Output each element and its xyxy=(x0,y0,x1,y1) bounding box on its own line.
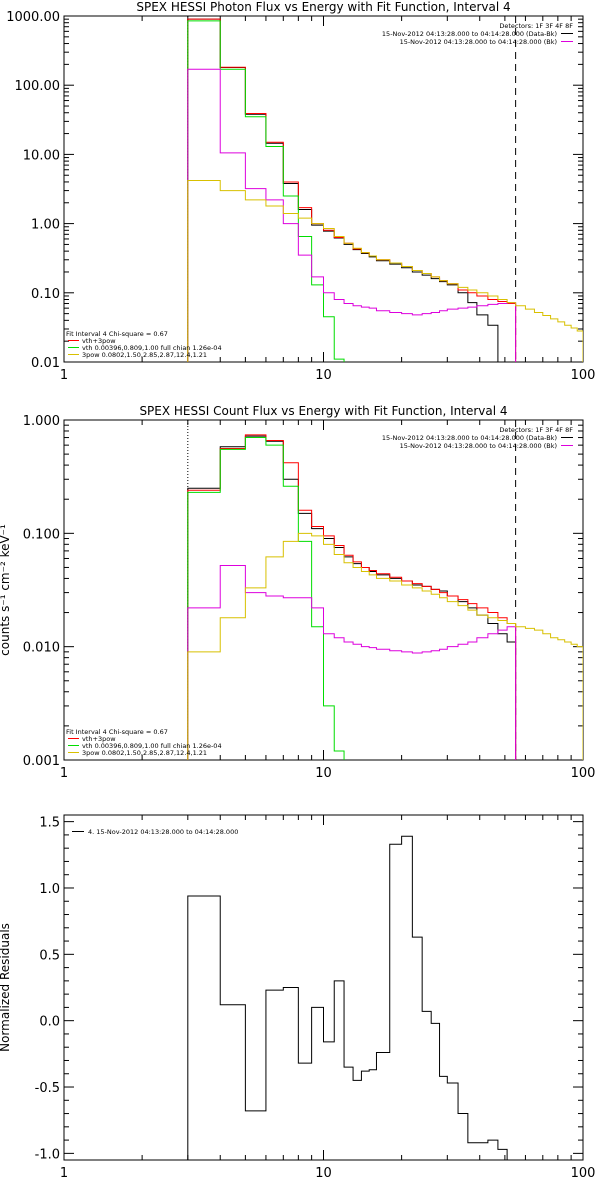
legend-entry: vth 0.00396,0.809,1.00 full chian 1.26e-… xyxy=(82,344,222,352)
x-tick-label: 1 xyxy=(60,766,68,781)
legend-entry: Fit Interval 4 Chi-square = 0.67 xyxy=(66,728,168,736)
x-tick-label: 1 xyxy=(60,1166,68,1181)
y-tick-label: 0.0 xyxy=(39,1015,60,1030)
data-series-1 xyxy=(187,435,517,760)
legend-entry: vth+3pow xyxy=(82,337,116,345)
data-series-3 xyxy=(187,20,345,362)
legend-entry: 15-Nov-2012 04:13:28.000 to 04:14:28.000… xyxy=(382,30,557,38)
legend-entry: 3pow 0.0802,1.50,2.85,2.87,12.4,1.21 xyxy=(82,351,207,359)
x-tick-label: 100 xyxy=(571,1166,596,1181)
data-series-1 xyxy=(187,835,517,1160)
legend-entry: Detectors: 1F 3F 4F 8F xyxy=(499,426,573,434)
legend-entry: 15-Nov-2012 04:13:28.000 to 04:14:28.000… xyxy=(400,38,557,46)
x-tick-label: 10 xyxy=(315,368,332,383)
x-tick-label: 10 xyxy=(315,1166,332,1181)
data-series-3 xyxy=(187,437,345,760)
data-series-4 xyxy=(187,68,517,362)
y-tick-label: 0.010 xyxy=(23,641,60,656)
y-tick-label: 0.100 xyxy=(23,527,60,542)
chart-title: SPEX HESSI Count Flux vs Energy with Fit… xyxy=(139,404,507,418)
plot-frame xyxy=(63,419,584,761)
legend-entry: Fit Interval 4 Chi-square = 0.67 xyxy=(66,330,168,338)
y-tick-label: -0.5 xyxy=(35,1081,60,1096)
y-axis-label: counts s⁻¹ cm⁻² keV⁻¹ xyxy=(0,524,12,656)
x-tick-label: 1 xyxy=(60,368,68,383)
y-tick-label: 0.10 xyxy=(31,287,60,302)
data-series-4 xyxy=(187,565,517,760)
y-tick-label: 0.01 xyxy=(31,356,60,371)
chart-panel-3: Normalized Residuals 1 10 100 -1.0 -0.5 0.0 0.5… xyxy=(0,814,596,1181)
legend-entry: vth+3pow xyxy=(82,735,116,743)
data-series-group xyxy=(187,434,583,760)
legend-entry: 15-Nov-2012 04:13:28.000 to 04:14:28.000… xyxy=(382,434,557,442)
legend-entry: vth 0.00396,0.809,1.00 full chian 1.26e-… xyxy=(82,742,222,750)
y-tick-label: 1.5 xyxy=(39,816,60,831)
data-series-2 xyxy=(187,434,517,760)
y-tick-label: 1000.00 xyxy=(6,10,60,25)
y-tick-label: 0.5 xyxy=(39,948,60,963)
data-series-5 xyxy=(187,532,583,760)
data-series-1 xyxy=(187,18,499,362)
chart-panel-2: SPEX HESSI Count Flux vs Energy with Fit… xyxy=(0,404,596,781)
chart-panel-1: SPEX HESSI Photon Flux vs Energy with Fi… xyxy=(6,0,595,383)
y-tick-label: 100.00 xyxy=(15,79,61,94)
x-tick-label: 100 xyxy=(571,766,596,781)
y-axis-label: Normalized Residuals xyxy=(0,923,12,1052)
legend-entry: 4. 15-Nov-2012 04:13:28.000 to 04:14:28.… xyxy=(88,828,238,836)
chart-title: SPEX HESSI Photon Flux vs Energy with Fi… xyxy=(136,0,510,14)
x-tick-label: 10 xyxy=(315,766,332,781)
legend-entry: Detectors: 1F 3F 4F 8F xyxy=(499,22,573,30)
data-series-5 xyxy=(187,179,583,362)
legend-entry: 3pow 0.0802,1.50,2.85,2.87,12.4,1.21 xyxy=(82,749,207,757)
data-series-group xyxy=(187,835,517,1160)
y-tick-label: -1.0 xyxy=(35,1147,60,1162)
legend-entry: 15-Nov-2012 04:13:28.000 to 04:14:28.000… xyxy=(400,442,557,450)
data-series-2 xyxy=(187,18,517,362)
x-tick-label: 100 xyxy=(571,368,596,383)
data-series-group xyxy=(187,18,583,362)
plot-frame xyxy=(63,814,584,1161)
y-tick-label: 1.0 xyxy=(39,882,60,897)
y-tick-label: 1.00 xyxy=(31,218,60,233)
y-tick-label: 10.00 xyxy=(23,148,60,163)
y-tick-label: 1.000 xyxy=(23,414,60,429)
y-tick-label: 0.001 xyxy=(23,754,60,769)
